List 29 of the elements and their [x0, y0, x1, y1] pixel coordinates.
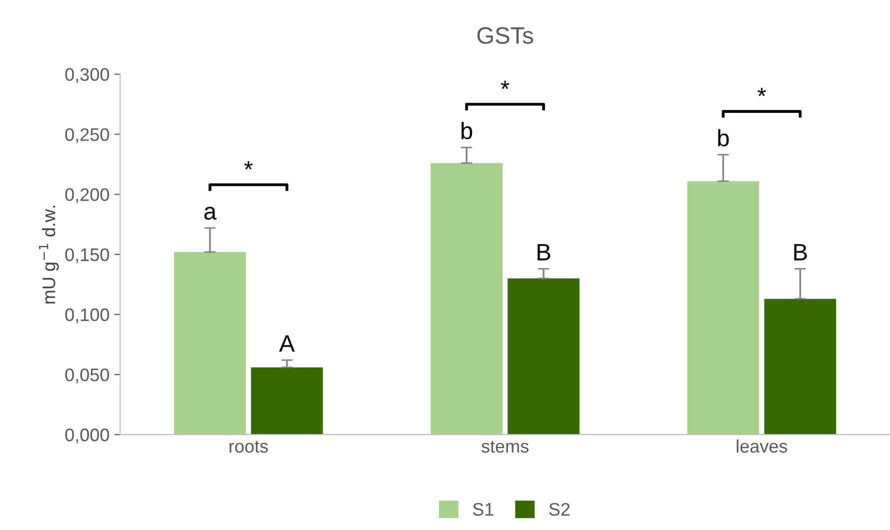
- legend-label: S2: [549, 502, 570, 516]
- y-tick-label: 0,000: [65, 428, 110, 444]
- y-axis-title: mU g$^{−1}$ d.w.: [38, 206, 59, 304]
- data-label: b: [718, 129, 729, 146]
- annotation: *: [244, 161, 253, 170]
- data-label: b: [462, 122, 472, 140]
- y-tick-label: 0,300: [65, 68, 110, 84]
- annotation: *: [500, 80, 510, 89]
- annotation: *: [757, 88, 766, 96]
- data-label: A: [279, 335, 295, 352]
- bar: [508, 278, 580, 435]
- bar: [430, 163, 503, 435]
- bar: [764, 298, 836, 435]
- x-tick-label: leaves: [736, 439, 788, 453]
- data-label: B: [538, 244, 550, 260]
- bar: [687, 181, 760, 435]
- bar: [251, 367, 323, 435]
- bar: [174, 252, 246, 435]
- data-label: B: [794, 244, 807, 260]
- data-label: a: [204, 206, 217, 220]
- y-tick-label: 0,250: [65, 128, 110, 144]
- x-tick-label: roots: [230, 440, 268, 453]
- legend-label: S1: [472, 502, 494, 516]
- y-tick-label: 0,200: [65, 188, 110, 204]
- chart-title: GSTs: [477, 27, 534, 44]
- y-tick-label: 0,150: [65, 248, 110, 264]
- y-tick-label: 0,050: [65, 368, 110, 384]
- x-tick-label: stems: [482, 440, 528, 453]
- y-tick-label: 0,100: [65, 308, 110, 324]
